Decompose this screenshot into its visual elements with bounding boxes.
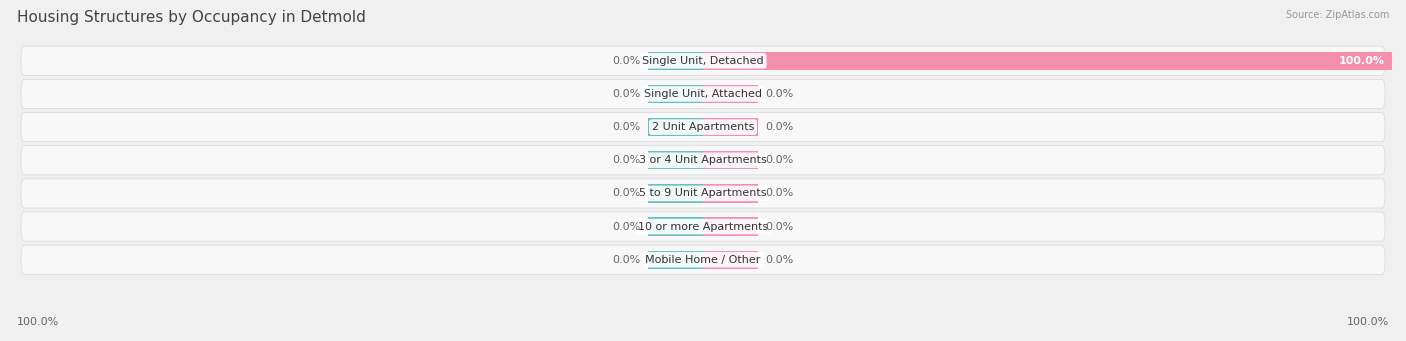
Text: 0.0%: 0.0% — [613, 89, 641, 99]
Bar — [648, 251, 703, 269]
Text: 100.0%: 100.0% — [1339, 56, 1385, 66]
Text: 0.0%: 0.0% — [613, 56, 641, 66]
Text: 0.0%: 0.0% — [613, 255, 641, 265]
Bar — [703, 218, 758, 236]
FancyBboxPatch shape — [21, 46, 1385, 75]
Text: 100.0%: 100.0% — [1347, 317, 1389, 327]
Text: 0.0%: 0.0% — [765, 155, 793, 165]
FancyBboxPatch shape — [21, 113, 1385, 142]
Bar — [648, 184, 703, 203]
Bar — [703, 118, 758, 136]
Bar — [703, 52, 1392, 70]
Text: 0.0%: 0.0% — [613, 189, 641, 198]
Text: 0.0%: 0.0% — [765, 189, 793, 198]
Text: 2 Unit Apartments: 2 Unit Apartments — [652, 122, 754, 132]
Text: 3 or 4 Unit Apartments: 3 or 4 Unit Apartments — [640, 155, 766, 165]
Text: 0.0%: 0.0% — [765, 255, 793, 265]
Bar — [703, 151, 758, 169]
Text: 10 or more Apartments: 10 or more Apartments — [638, 222, 768, 232]
Text: Single Unit, Detached: Single Unit, Detached — [643, 56, 763, 66]
Text: 100.0%: 100.0% — [17, 317, 59, 327]
Text: 0.0%: 0.0% — [765, 222, 793, 232]
FancyBboxPatch shape — [21, 79, 1385, 108]
Bar — [648, 52, 703, 70]
Bar — [648, 118, 703, 136]
FancyBboxPatch shape — [21, 245, 1385, 274]
FancyBboxPatch shape — [21, 179, 1385, 208]
Text: 5 to 9 Unit Apartments: 5 to 9 Unit Apartments — [640, 189, 766, 198]
FancyBboxPatch shape — [21, 212, 1385, 241]
FancyBboxPatch shape — [21, 146, 1385, 175]
Bar — [703, 85, 758, 103]
Text: Single Unit, Attached: Single Unit, Attached — [644, 89, 762, 99]
Text: 0.0%: 0.0% — [613, 155, 641, 165]
Text: 0.0%: 0.0% — [765, 122, 793, 132]
Bar — [703, 251, 758, 269]
Text: Housing Structures by Occupancy in Detmold: Housing Structures by Occupancy in Detmo… — [17, 10, 366, 25]
Text: Mobile Home / Other: Mobile Home / Other — [645, 255, 761, 265]
Text: 0.0%: 0.0% — [613, 122, 641, 132]
Bar — [648, 218, 703, 236]
Bar — [703, 184, 758, 203]
Text: Source: ZipAtlas.com: Source: ZipAtlas.com — [1285, 10, 1389, 20]
Bar — [648, 85, 703, 103]
Bar — [648, 151, 703, 169]
Text: 0.0%: 0.0% — [765, 89, 793, 99]
Text: 0.0%: 0.0% — [613, 222, 641, 232]
